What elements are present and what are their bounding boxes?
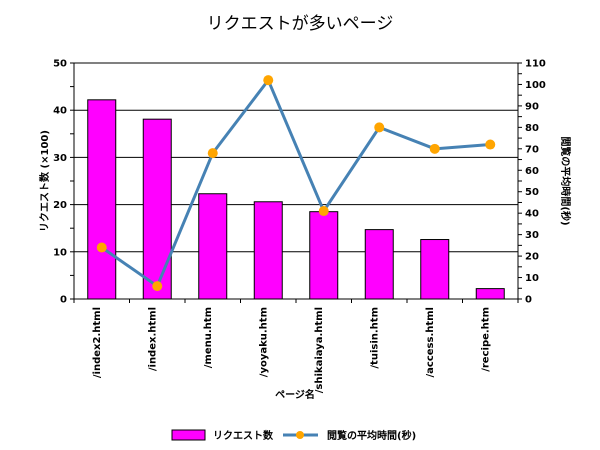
line-point xyxy=(485,139,496,150)
left-tick-label: 30 xyxy=(53,153,67,164)
line-point xyxy=(96,242,107,253)
bar xyxy=(309,211,339,300)
x-axis-label: ページ名 xyxy=(275,388,315,401)
right-tick-label: 0 xyxy=(525,295,532,306)
series-line xyxy=(100,77,491,289)
category-label: /yoyaku.htm xyxy=(258,307,269,377)
gridlines xyxy=(74,62,518,253)
left-tick-label: 0 xyxy=(60,295,67,306)
legend-line-marker xyxy=(296,431,304,439)
right-tick-label: 90 xyxy=(525,101,539,112)
bar xyxy=(420,239,450,300)
category-label: /index2.html xyxy=(92,307,103,378)
line-point xyxy=(152,281,163,292)
left-tick-label: 40 xyxy=(53,106,67,117)
category-label: /recipe.htm xyxy=(480,307,491,372)
left-tick-label: 50 xyxy=(53,59,67,70)
bar xyxy=(198,193,228,300)
right-tick-label: 110 xyxy=(525,59,546,70)
right-tick-label: 10 xyxy=(525,273,539,284)
chart-title: リクエストが多いページ xyxy=(207,14,394,34)
right-tick-label: 100 xyxy=(525,80,546,91)
line-point xyxy=(429,143,440,154)
category-labels: /index2.html/index.html/menu.htm/yoyaku.… xyxy=(92,307,492,393)
line-point xyxy=(318,206,329,217)
bar xyxy=(142,118,172,300)
category-label: /tuisin.htm xyxy=(369,307,380,369)
right-tick-label: 50 xyxy=(525,187,539,198)
right-tick-label: 70 xyxy=(525,144,539,155)
left-tick-label: 20 xyxy=(53,200,67,211)
legend-bar-swatch xyxy=(171,429,206,441)
category-label: /menu.htm xyxy=(203,307,214,368)
left-tick-label: 10 xyxy=(53,247,67,258)
bar xyxy=(364,229,394,300)
bar-series xyxy=(87,99,505,300)
line-point xyxy=(263,75,274,86)
category-label: /index.html xyxy=(147,307,158,371)
line-point xyxy=(374,122,385,133)
y-axis-right-label: 閲覧の平均時間(秒) xyxy=(559,136,572,225)
y-axis-left-label: リクエスト数 (×100) xyxy=(38,130,51,232)
right-tick-label: 40 xyxy=(525,209,539,220)
legend: リクエスト数 閲覧の平均時間(秒) xyxy=(171,429,416,442)
legend-bar-label: リクエスト数 xyxy=(213,429,274,442)
right-tick-label: 30 xyxy=(525,230,539,241)
right-axis-ticks: 0 10 20 30 40 50 60 70 80 90 100 110 xyxy=(518,59,546,306)
category-label: /access.html xyxy=(425,307,436,378)
category-label: /shikaiaya.html xyxy=(314,307,325,393)
bar xyxy=(87,99,117,300)
left-axis-ticks: 0 10 20 30 40 50 xyxy=(53,59,74,306)
right-tick-label: 80 xyxy=(525,123,539,134)
line-point xyxy=(207,148,218,159)
right-tick-label: 20 xyxy=(525,252,539,263)
line-series xyxy=(96,75,496,292)
axes xyxy=(73,63,519,303)
right-tick-label: 60 xyxy=(525,166,539,177)
bar xyxy=(475,288,505,300)
legend-line-label: 閲覧の平均時間(秒) xyxy=(327,429,416,442)
bar xyxy=(253,201,283,300)
